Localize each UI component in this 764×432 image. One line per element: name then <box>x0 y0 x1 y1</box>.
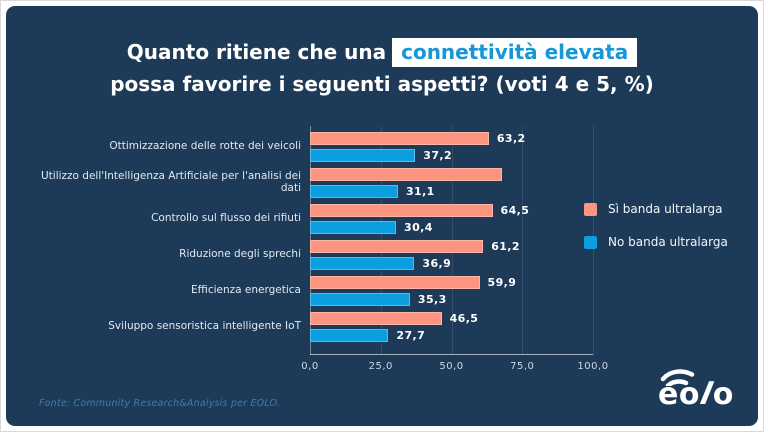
bar-line: 37,2 <box>310 149 526 162</box>
value-label: 30,4 <box>404 221 433 234</box>
bar-line: 61,2 <box>310 240 520 253</box>
wifi-arcs-icon <box>660 369 695 386</box>
bar-si-banda <box>310 276 480 289</box>
category-label: Efficienza energetica <box>191 284 301 297</box>
gridline <box>522 126 524 355</box>
x-tick-label: 25,0 <box>368 361 393 372</box>
value-label: 46,5 <box>449 312 479 325</box>
x-tick-label: 75,0 <box>510 361 535 372</box>
category-label: Ottimizzazione delle rotte dei veicoli <box>109 140 301 153</box>
bar-si-banda <box>310 312 442 325</box>
category-label: Utilizzo dell'Intelligenza Artificiale p… <box>40 170 301 194</box>
value-label: 35,3 <box>417 293 447 306</box>
bar-line: 27,7 <box>310 329 478 342</box>
bar-group: 61,2 36,9 <box>310 240 520 270</box>
title-line1: Quanto ritiene che una connettività eleva… <box>6 36 758 68</box>
bar-group: 63,2 37,2 <box>310 132 526 162</box>
bar-si-banda <box>310 168 503 181</box>
category-row: Riduzione degli sprechi 61,2 36,9 <box>36 240 529 270</box>
category-label: Riduzione degli sprechi <box>179 248 301 261</box>
legend: Sì banda ultralarga No banda ultralarga <box>584 202 728 249</box>
bar-group: 31,1 <box>310 168 510 198</box>
value-label: 59,9 <box>487 276 517 289</box>
category-row: Efficienza energetica 59,9 35,3 <box>36 276 529 306</box>
bar-line: 63,2 <box>310 132 526 145</box>
title-highlight: connettività elevata <box>392 38 638 67</box>
x-tick-label: 0,0 <box>301 361 319 372</box>
chart-panel: Quanto ritiene che una connettività eleva… <box>6 6 758 426</box>
title-text-prefix: Quanto ritiene che una <box>126 40 387 64</box>
chart-title: Quanto ritiene che una connettività eleva… <box>6 36 758 100</box>
eolo-logo: eolo <box>656 366 752 420</box>
bar-no-banda <box>310 293 410 306</box>
legend-swatch-no <box>584 235 597 249</box>
legend-label-no: No banda ultralarga <box>608 235 728 249</box>
category-label: Sviluppo sensoristica intelligente IoT <box>108 320 301 333</box>
legend-swatch-si <box>584 202 597 216</box>
bar-group: 46,5 27,7 <box>310 312 478 342</box>
bar-line: 30,4 <box>310 221 529 234</box>
category-row: Sviluppo sensoristica intelligente IoT 46… <box>36 312 529 342</box>
bar-no-banda <box>310 329 389 342</box>
x-axis-line <box>310 354 593 355</box>
bar-si-banda <box>310 240 484 253</box>
legend-item-si: Sì banda ultralarga <box>584 202 728 216</box>
bar-line: 36,9 <box>310 257 520 270</box>
legend-item-no: No banda ultralarga <box>584 235 728 249</box>
value-label: 64,5 <box>500 204 530 217</box>
value-label: 61,2 <box>491 240 520 253</box>
logo-text-o: o <box>712 377 734 412</box>
value-label: 63,2 <box>496 132 526 145</box>
bar-line: 64,5 <box>310 204 529 217</box>
logo-text-eo: eo <box>658 377 700 412</box>
title-line2: possa favorire i seguenti aspetti? (voti… <box>110 72 654 96</box>
bar-group: 64,5 30,4 <box>310 204 529 234</box>
category-row: Utilizzo dell'Intelligenza Artificiale p… <box>36 168 529 198</box>
bar-no-banda <box>310 185 398 198</box>
plot-rows: Ottimizzazione delle rotte dei veicoli 63… <box>36 132 529 348</box>
bar-si-banda <box>310 132 489 145</box>
bar-si-banda <box>310 204 493 217</box>
source-note: Fonte: Community Research&Analysis per E… <box>39 398 281 409</box>
bar-no-banda <box>310 149 416 162</box>
bar-line: 59,9 <box>310 276 516 289</box>
bar-group: 59,9 35,3 <box>310 276 516 306</box>
value-label: 37,2 <box>423 149 453 162</box>
bar-no-banda <box>310 221 397 234</box>
x-tick-label: 100,0 <box>577 361 609 372</box>
bar-line: 46,5 <box>310 312 478 325</box>
bar-line <box>310 168 510 181</box>
category-label: Controllo sul flusso dei rifiuti <box>151 212 301 225</box>
bar-line: 31,1 <box>310 185 510 198</box>
value-label: 27,7 <box>396 329 426 342</box>
bar-line: 35,3 <box>310 293 516 306</box>
legend-label-si: Sì banda ultralarga <box>608 202 723 216</box>
x-tick-label: 50,0 <box>439 361 464 372</box>
value-label: 31,1 <box>406 185 435 198</box>
x-axis: 0,0 25,0 50,0 75,0 100,0 <box>301 361 608 375</box>
value-label: 36,9 <box>422 257 452 270</box>
logo-text: eolo <box>658 377 734 412</box>
bar-no-banda <box>310 257 415 270</box>
category-row: Controllo sul flusso dei rifiuti 64,5 30,4 <box>36 204 529 234</box>
category-row: Ottimizzazione delle rotte dei veicoli 63… <box>36 132 529 162</box>
